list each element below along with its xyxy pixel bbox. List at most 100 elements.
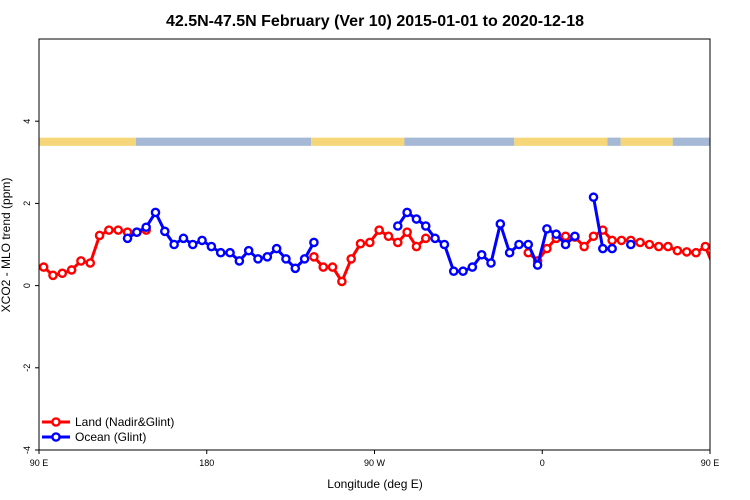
surface-band-ocean-7	[672, 137, 710, 146]
land-data-point	[327, 262, 338, 272]
surface-band-ocean-1	[135, 137, 312, 146]
land-data-point	[85, 258, 96, 268]
surface-band-ocean-5	[607, 137, 621, 146]
ocean-data-point	[225, 247, 235, 258]
ocean-data-point	[598, 243, 608, 254]
ocean-data-point	[439, 239, 450, 250]
land-data-point	[365, 237, 375, 248]
x-tick-label: 90 E	[30, 458, 49, 468]
ocean-data-point	[448, 266, 459, 277]
land-data-point	[579, 241, 589, 252]
land-data-point	[48, 270, 58, 281]
ocean-data-point	[514, 239, 524, 250]
land-data-point	[113, 225, 124, 235]
x-axis: 90 E 180 90 W 0 90 E	[30, 450, 720, 468]
land-data-point	[560, 231, 571, 242]
ocean-data-point	[299, 254, 310, 264]
land-data-point	[76, 256, 86, 266]
ocean-data-point	[150, 207, 161, 218]
land-data-point	[720, 272, 727, 279]
ocean-data-point	[625, 239, 636, 250]
land-data-point	[94, 230, 105, 241]
ocean-data-point	[141, 222, 151, 233]
land-data-point	[681, 247, 692, 257]
ocean-data-point	[309, 237, 319, 248]
land-data-point	[709, 268, 710, 271]
plot-frame	[38, 38, 711, 451]
land-data-point	[39, 262, 49, 272]
ocean-data-point	[253, 254, 263, 264]
land-data-point	[663, 241, 673, 252]
ocean-data-point	[476, 249, 487, 260]
ocean-data-point	[187, 239, 198, 250]
ocean-data-point	[570, 231, 580, 242]
land-data-point	[730, 270, 737, 277]
land-data-point	[374, 225, 384, 235]
ocean-data-point	[523, 239, 534, 250]
land-data-point	[355, 238, 366, 249]
y-axis-label: XCO2 - MLO trend (ppm)	[0, 178, 13, 313]
land-data-point	[672, 245, 683, 256]
x-tick-label: 0	[540, 458, 545, 468]
land-data-point	[616, 235, 627, 246]
land-data-point	[635, 237, 645, 248]
land-data-point	[104, 225, 114, 235]
land-data-point	[644, 239, 655, 250]
land-data-point	[318, 262, 329, 272]
ocean-data-point	[262, 252, 273, 262]
ocean-data-point	[495, 219, 506, 229]
chart-title: 42.5N-47.5N February (Ver 10) 2015-01-01…	[166, 13, 584, 30]
y-tick-label: 0	[22, 283, 32, 288]
surface-band-land-0	[39, 137, 136, 146]
ocean-data-point	[243, 245, 254, 256]
ocean-data-point	[542, 224, 552, 234]
ocean-data-point	[458, 266, 468, 277]
ocean-data-point	[551, 229, 562, 240]
ocean-data-point	[169, 239, 179, 250]
ocean-data-point	[560, 239, 571, 250]
legend-land-label: Land (Nadir&Glint)	[75, 415, 174, 429]
y-tick-label: 2	[22, 201, 32, 206]
surface-band-land-6	[620, 137, 673, 146]
ocean-data-point	[234, 256, 245, 266]
legend-ocean-marker	[51, 432, 61, 442]
ocean-data-point	[132, 227, 142, 237]
land-data-point	[411, 241, 422, 252]
ocean-data-point	[411, 214, 422, 224]
legend: Land (Nadir&Glint)Ocean (Glint)	[42, 415, 174, 444]
y-tick-label: -4	[22, 446, 32, 454]
legend-ocean-label: Ocean (Glint)	[75, 430, 146, 444]
ocean-data-point	[197, 235, 207, 246]
ocean-data-point	[504, 247, 515, 258]
ocean-data-point	[160, 226, 170, 237]
land-data-point	[700, 241, 710, 252]
ocean-data-point	[430, 233, 440, 244]
ocean-data-point	[206, 241, 217, 252]
land-data-point	[420, 233, 431, 244]
land-data-point	[739, 268, 746, 275]
y-tick-label: 4	[22, 119, 32, 124]
x-tick-label: 90 E	[701, 458, 720, 468]
ocean-data-point	[467, 262, 478, 272]
ocean-data-point	[271, 243, 282, 254]
land-data-point	[346, 254, 357, 264]
land-data-point	[309, 252, 319, 262]
land-data-point	[653, 241, 664, 252]
ocean-data-point	[588, 192, 599, 203]
ocean-data-point	[532, 260, 543, 270]
land-data-point	[383, 231, 394, 242]
ocean-data-point	[420, 221, 431, 231]
ocean-data-point	[607, 243, 617, 254]
ocean-data-point	[290, 263, 301, 274]
ocean-data-point	[281, 254, 291, 264]
land-data-point	[57, 268, 68, 279]
land-data-point	[588, 231, 599, 242]
ocean-data-point	[392, 221, 403, 231]
ocean-data-point	[215, 247, 226, 258]
ocean-data-point	[486, 258, 496, 268]
land-data-point	[66, 265, 77, 275]
land-data-point	[691, 247, 701, 258]
land-data-point	[542, 243, 552, 254]
legend-land-marker	[51, 417, 61, 427]
